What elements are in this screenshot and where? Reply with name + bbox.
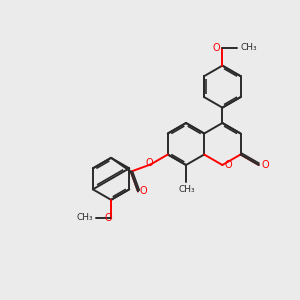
Text: O: O (105, 213, 112, 223)
Text: O: O (212, 43, 220, 53)
Text: O: O (140, 186, 147, 197)
Text: CH₃: CH₃ (77, 213, 93, 222)
Text: O: O (225, 160, 232, 170)
Text: CH₃: CH₃ (178, 184, 195, 194)
Text: CH₃: CH₃ (240, 43, 257, 52)
Text: O: O (261, 160, 269, 170)
Text: O: O (145, 158, 153, 168)
